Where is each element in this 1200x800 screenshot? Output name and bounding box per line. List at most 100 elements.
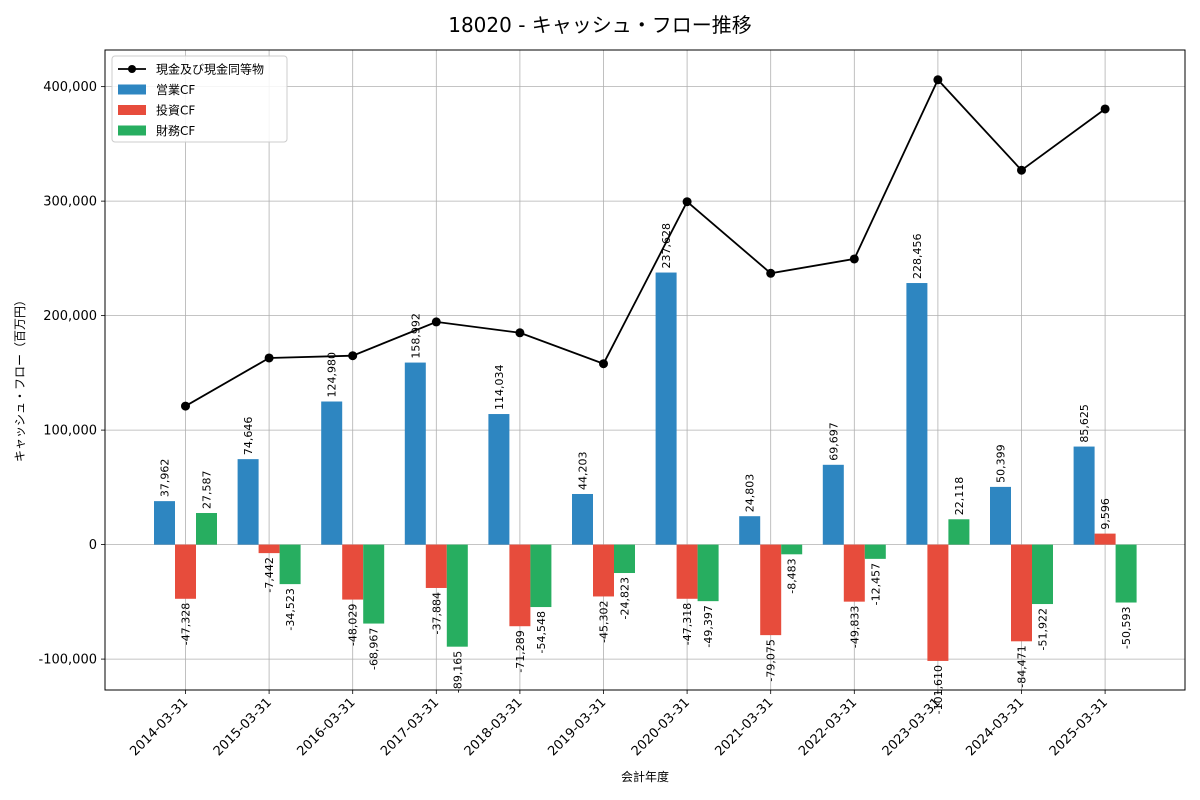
data-label: 24,803: [744, 474, 757, 513]
chart-title: 18020 - キャッシュ・フロー推移: [448, 13, 752, 37]
y-tick-label: 0: [89, 538, 97, 553]
bar-財務CF-2014-03-31: [196, 513, 217, 545]
bar-営業CF-2015-03-31: [237, 459, 259, 545]
legend-label: 財務CF: [156, 123, 195, 138]
cash-point-2024-03-31: [1017, 165, 1026, 175]
data-label: -8,483: [786, 558, 799, 593]
x-tick-label: 2020-03-31: [629, 695, 693, 759]
bar-投資CF-2022-03-31: [843, 544, 865, 602]
cash-point-2016-03-31: [348, 351, 358, 361]
cash-point-2023-03-31: [933, 75, 943, 85]
bars: [154, 272, 1137, 661]
cash-line: [181, 75, 1110, 411]
data-label: -68,967: [368, 628, 381, 670]
bar-営業CF-2020-03-31: [655, 272, 677, 545]
bar-投資CF-2017-03-31: [425, 544, 447, 588]
legend-marker: [128, 65, 136, 73]
cash-point-2022-03-31: [849, 254, 859, 264]
y-axis: -100,000 0 100,000 200,000 300,000 400,000: [39, 80, 105, 668]
data-label: -71,289: [514, 630, 527, 672]
data-label: -84,471: [1016, 645, 1029, 687]
bar-投資CF-2016-03-31: [342, 544, 364, 600]
bar-営業CF-2024-03-31: [990, 486, 1011, 545]
y-tick-label: 400,000: [43, 80, 97, 95]
data-label: -89,165: [451, 651, 464, 693]
bar-営業CF-2025-03-31: [1073, 446, 1095, 545]
legend-label: 現金及び現金同等物: [156, 62, 264, 77]
data-label: -24,823: [619, 577, 632, 619]
y-tick-label: 200,000: [43, 309, 97, 324]
cash-point-2017-03-31: [431, 317, 441, 327]
bar-財務CF-2020-03-31: [697, 544, 719, 602]
legend-label: 営業CF: [156, 83, 195, 97]
bar-財務CF-2017-03-31: [446, 544, 468, 647]
data-label: 50,399: [995, 444, 1008, 483]
y-tick-label: 100,000: [43, 424, 97, 439]
data-label: -34,523: [284, 588, 297, 630]
data-label: -47,328: [180, 603, 193, 645]
bar-営業CF-2014-03-31: [154, 501, 175, 545]
cash-series-line: [185, 78, 1106, 407]
bar-財務CF-2018-03-31: [530, 544, 552, 608]
cash-point-2020-03-31: [682, 197, 692, 207]
bar-財務CF-2019-03-31: [614, 544, 635, 574]
x-tick-label: 2019-03-31: [545, 695, 609, 759]
bar-財務CF-2016-03-31: [363, 544, 385, 624]
data-label: -51,922: [1037, 608, 1050, 650]
bar-財務CF-2023-03-31: [948, 519, 970, 545]
x-axis: 2014-03-31 2015-03-31 2016-03-31 2017-03-31…: [127, 690, 1111, 759]
legend-bar-swatch: [118, 125, 146, 136]
bar-投資CF-2021-03-31: [760, 544, 782, 636]
data-label: -45,302: [598, 600, 611, 642]
bar-財務CF-2025-03-31: [1115, 544, 1137, 603]
bar-営業CF-2018-03-31: [488, 414, 510, 545]
data-label: -54,548: [535, 611, 548, 653]
data-label: -47,318: [681, 603, 694, 645]
legend-bar-swatch: [118, 84, 146, 95]
data-label: 37,962: [159, 459, 172, 498]
data-label: 9,596: [1099, 498, 1112, 530]
x-tick-label: 2025-03-31: [1047, 695, 1111, 759]
y-tick-label: 300,000: [43, 195, 97, 210]
bar-営業CF-2022-03-31: [822, 464, 844, 545]
bar-営業CF-2017-03-31: [404, 362, 426, 545]
bar-財務CF-2021-03-31: [781, 544, 803, 555]
x-tick-label: 2017-03-31: [378, 695, 442, 759]
bar-財務CF-2024-03-31: [1032, 544, 1053, 605]
bar-投資CF-2025-03-31: [1094, 533, 1116, 545]
bar-投資CF-2020-03-31: [676, 544, 698, 599]
x-tick-label: 2015-03-31: [211, 695, 275, 759]
bar-営業CF-2019-03-31: [572, 493, 593, 545]
bar-営業CF-2016-03-31: [321, 401, 343, 545]
x-tick-label: 2023-03-31: [880, 695, 944, 759]
data-label: -37,884: [430, 592, 443, 634]
data-label: 85,625: [1078, 404, 1091, 443]
legend-box: [111, 55, 288, 143]
bar-投資CF-2019-03-31: [593, 544, 614, 597]
plot-frame: [104, 49, 1186, 691]
data-label: 237,628: [660, 223, 673, 269]
bar-投資CF-2015-03-31: [258, 544, 280, 554]
data-label: -12,457: [869, 563, 882, 605]
y-axis-title: キャッシュ・フロー（百万円）: [13, 294, 27, 462]
bar-投資CF-2024-03-31: [1011, 544, 1032, 642]
cash-point-2018-03-31: [515, 328, 525, 338]
data-label: -79,075: [765, 639, 778, 681]
bar-投資CF-2018-03-31: [509, 544, 531, 627]
cash-point-2014-03-31: [181, 401, 190, 411]
data-label: 74,646: [242, 417, 255, 456]
cash-point-2019-03-31: [599, 359, 608, 369]
x-tick-label: 2018-03-31: [462, 695, 526, 759]
bar-営業CF-2021-03-31: [739, 516, 761, 545]
data-label: -48,029: [347, 604, 360, 646]
data-label: -7,442: [263, 557, 276, 592]
x-tick-label: 2024-03-31: [963, 695, 1027, 759]
data-label: 124,980: [326, 352, 339, 398]
x-axis-title: 会計年度: [621, 769, 669, 784]
y-tick-label: -100,000: [39, 653, 97, 668]
data-label: 69,697: [827, 422, 840, 461]
x-tick-label: 2021-03-31: [712, 695, 776, 759]
bar-投資CF-2014-03-31: [175, 544, 196, 599]
